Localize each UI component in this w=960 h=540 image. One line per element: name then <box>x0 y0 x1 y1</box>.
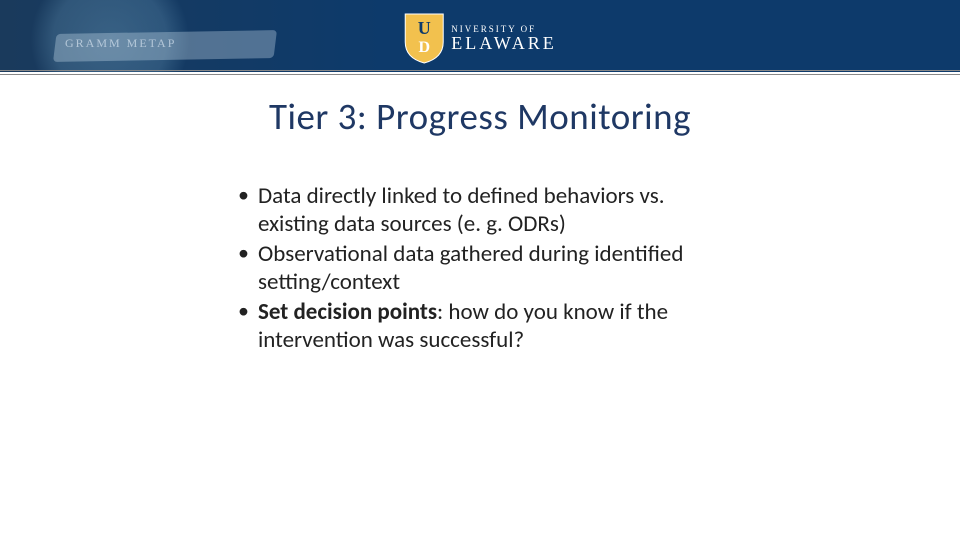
bullet-item: Observational data gathered during ident… <box>232 240 712 296</box>
bullet-text-bold: Set decision points <box>258 298 437 326</box>
header-rule-2 <box>0 74 960 75</box>
svg-text:D: D <box>418 39 430 56</box>
header-band: GRAMM METAP U D NIVERSITY OF ELAWARE <box>0 0 960 72</box>
slide: GRAMM METAP U D NIVERSITY OF ELAWARE Tie… <box>0 0 960 540</box>
bullet-text: Observational data gathered during ident… <box>258 240 683 296</box>
content-area: Data directly linked to defined behavior… <box>232 182 712 356</box>
header-rule-1 <box>0 70 960 71</box>
university-logo: U D NIVERSITY OF ELAWARE <box>403 12 557 64</box>
svg-text:U: U <box>418 18 431 38</box>
bullet-list: Data directly linked to defined behavior… <box>232 182 712 354</box>
slide-title: Tier 3: Progress Monitoring <box>0 94 960 139</box>
bullet-item: Set decision points: how do you know if … <box>232 298 712 354</box>
bullet-item: Data directly linked to defined behavior… <box>232 182 712 238</box>
shield-icon: U D <box>403 12 445 64</box>
bullet-text: Data directly linked to defined behavior… <box>258 182 665 238</box>
ribbon-text: GRAMM METAP <box>65 36 176 51</box>
logo-text: NIVERSITY OF ELAWARE <box>451 25 557 52</box>
logo-line2: ELAWARE <box>451 34 557 52</box>
